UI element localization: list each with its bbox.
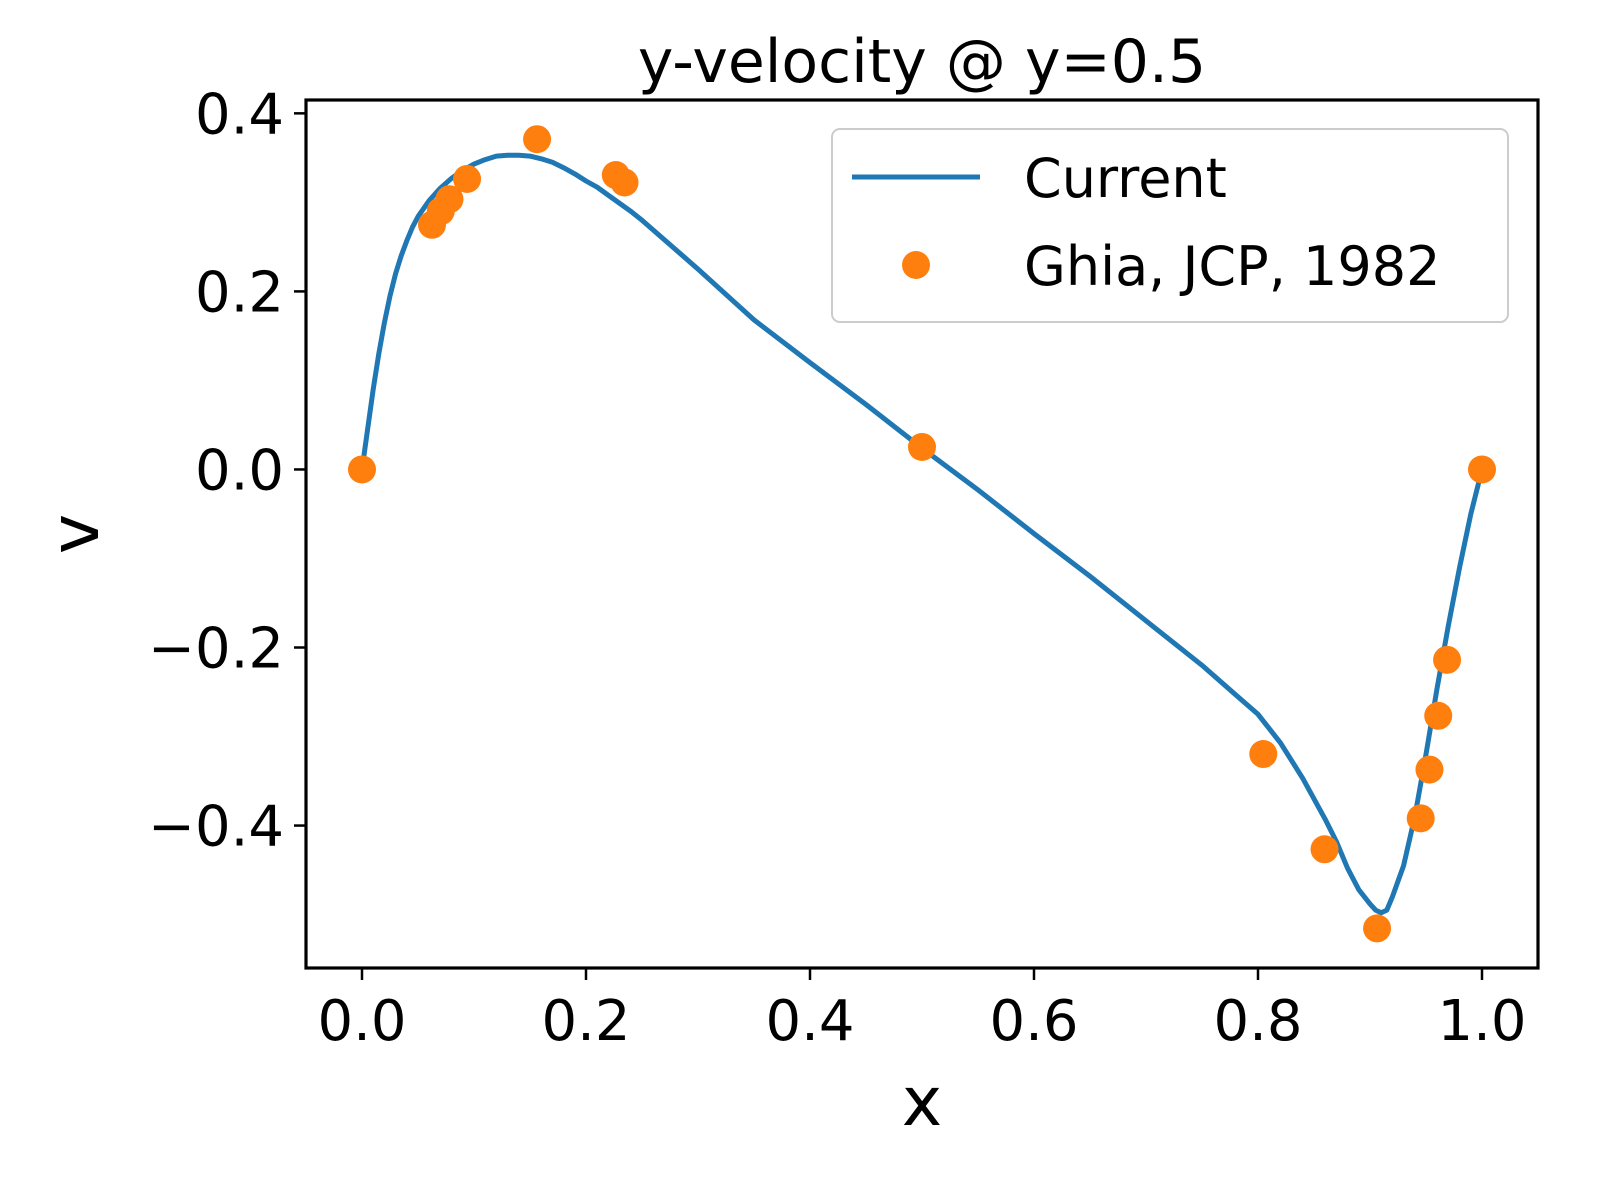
ghia-data-point: [523, 125, 552, 154]
legend: Current Ghia, JCP, 1982: [831, 128, 1509, 323]
x-tick-label: 0.0: [317, 989, 406, 1054]
legend-label-current: Current: [1024, 147, 1227, 210]
ghia-data-point: [1406, 804, 1435, 833]
ghia-data-point: [1249, 740, 1278, 769]
y-axis-ticks: −0.4 −0.2 0.0 0.2 0.4: [148, 82, 306, 860]
y-tick-label: 0.4: [195, 82, 284, 147]
ghia-data-point: [1468, 455, 1496, 484]
chart-title: y-velocity @ y=0.5: [638, 27, 1206, 97]
x-axis-label: x: [902, 1063, 942, 1142]
y-tick-label: −0.4: [148, 795, 284, 860]
ghia-data-point: [348, 455, 376, 484]
ghia-data-point: [908, 432, 936, 461]
ghia-data-point: [1310, 835, 1339, 864]
y-axis-label: v: [36, 514, 115, 554]
ghia-data-point: [1433, 645, 1462, 674]
ghia-data-point: [610, 168, 639, 197]
legend-label-ghia: Ghia, JCP, 1982: [1024, 235, 1440, 298]
y-tick-label: −0.2: [148, 617, 284, 682]
legend-box: [831, 128, 1509, 323]
x-tick-label: 0.6: [989, 989, 1078, 1054]
ghia-data-point: [1424, 701, 1453, 730]
x-tick-label: 0.8: [1213, 989, 1302, 1054]
x-tick-label: 0.2: [541, 989, 630, 1054]
ghia-data-point: [1363, 914, 1392, 943]
y-tick-label: 0.2: [195, 260, 284, 325]
ghia-data-point: [1415, 755, 1444, 784]
y-tick-label: 0.0: [195, 438, 284, 503]
x-axis-ticks: 0.0 0.2 0.4 0.6 0.8 1.0: [317, 968, 1527, 1054]
ghia-data-point: [453, 164, 482, 193]
plot-layer: [348, 125, 1496, 943]
series-line-current: [359, 152, 1486, 916]
x-tick-label: 0.4: [765, 989, 854, 1054]
plot-frame: [304, 98, 1540, 970]
x-tick-label: 1.0: [1437, 989, 1526, 1054]
ghia-data-point: [435, 185, 464, 214]
legend-marker-ghia: [902, 251, 930, 279]
